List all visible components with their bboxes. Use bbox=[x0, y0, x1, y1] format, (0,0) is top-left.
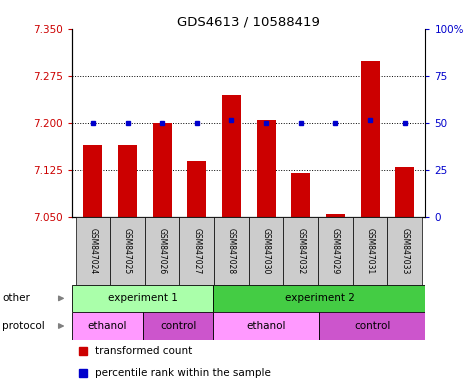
Bar bbox=[145, 217, 179, 285]
Bar bbox=[153, 123, 172, 217]
Text: control: control bbox=[354, 321, 391, 331]
Text: GSM847031: GSM847031 bbox=[365, 228, 374, 274]
Bar bbox=[395, 167, 414, 217]
Bar bbox=[75, 217, 110, 285]
Text: experiment 2: experiment 2 bbox=[285, 293, 354, 303]
Text: GSM847026: GSM847026 bbox=[158, 228, 166, 274]
Text: GSM847025: GSM847025 bbox=[123, 228, 132, 274]
Bar bbox=[360, 61, 379, 217]
Bar bbox=[213, 312, 319, 340]
Bar bbox=[249, 217, 284, 285]
Bar bbox=[187, 161, 206, 217]
Bar bbox=[213, 285, 425, 312]
Text: GSM847028: GSM847028 bbox=[227, 228, 236, 274]
Text: ethanol: ethanol bbox=[88, 321, 127, 331]
Bar bbox=[118, 145, 137, 217]
Bar bbox=[179, 217, 214, 285]
Bar bbox=[143, 312, 213, 340]
Text: control: control bbox=[160, 321, 196, 331]
Text: GSM847024: GSM847024 bbox=[88, 228, 97, 274]
Text: GSM847032: GSM847032 bbox=[296, 228, 305, 274]
Bar bbox=[214, 217, 249, 285]
Bar bbox=[72, 312, 143, 340]
Text: GSM847030: GSM847030 bbox=[262, 228, 271, 274]
Text: GSM847033: GSM847033 bbox=[400, 228, 409, 274]
Bar bbox=[222, 95, 241, 217]
Bar bbox=[291, 174, 310, 217]
Bar bbox=[72, 285, 213, 312]
Text: transformed count: transformed count bbox=[95, 346, 193, 356]
Text: experiment 1: experiment 1 bbox=[108, 293, 178, 303]
Bar bbox=[326, 214, 345, 217]
Text: other: other bbox=[2, 293, 30, 303]
Bar bbox=[319, 312, 425, 340]
Text: protocol: protocol bbox=[2, 321, 45, 331]
Text: percentile rank within the sample: percentile rank within the sample bbox=[95, 368, 271, 378]
Bar bbox=[110, 217, 145, 285]
Bar bbox=[257, 120, 276, 217]
Text: ethanol: ethanol bbox=[247, 321, 286, 331]
Bar bbox=[284, 217, 318, 285]
Title: GDS4613 / 10588419: GDS4613 / 10588419 bbox=[177, 15, 320, 28]
Bar bbox=[387, 217, 422, 285]
Text: GSM847027: GSM847027 bbox=[193, 228, 201, 274]
Text: GSM847029: GSM847029 bbox=[331, 228, 340, 274]
Bar bbox=[353, 217, 387, 285]
Bar bbox=[318, 217, 353, 285]
Bar bbox=[83, 145, 102, 217]
